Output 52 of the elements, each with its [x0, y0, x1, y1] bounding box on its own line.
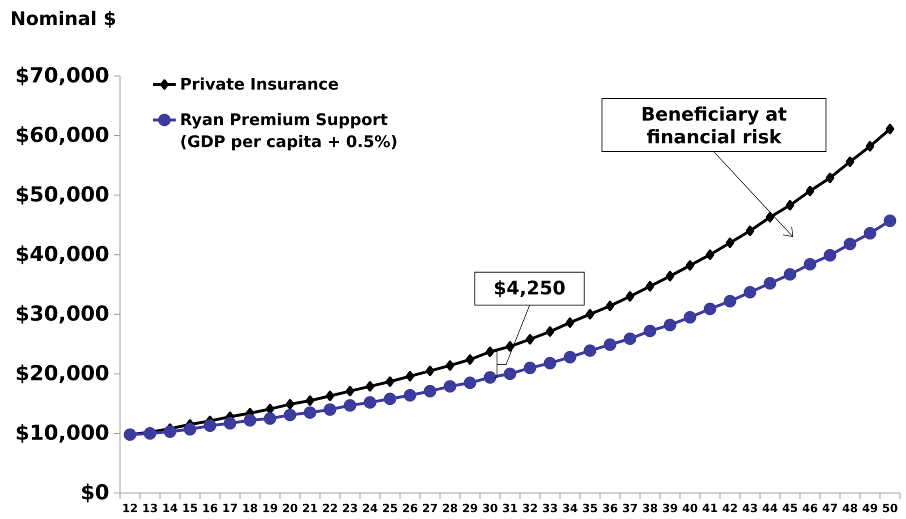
y-tick-label: $10,000: [16, 424, 108, 443]
y-tick-label: $70,000: [16, 66, 108, 86]
legend-label: Ryan Premium Support (GDP per capita + 0.5%): [181, 112, 396, 150]
legend-label: Private Insurance: [181, 77, 338, 90]
x-tick-label: 32: [522, 504, 537, 512]
x-tick-label: 20: [283, 504, 298, 512]
x-tick-label: 14: [163, 504, 178, 512]
x-tick-label: 13: [143, 504, 157, 512]
x-tick-label: 41: [702, 504, 718, 512]
x-tick-label: 12: [123, 504, 137, 512]
x-tick-label: 33: [542, 504, 557, 512]
x-tick-label: 39: [662, 504, 678, 512]
x-tick-label: 42: [722, 504, 737, 512]
x-tick-label: 35: [582, 504, 598, 512]
x-tick-label: 37: [622, 504, 637, 512]
y-axis-title: Nominal $: [12, 10, 116, 28]
x-tick-label: 30: [482, 504, 498, 512]
x-tick-label: 23: [343, 504, 357, 512]
annotation: $4,250: [494, 280, 565, 298]
y-tick-label: $20,000: [16, 364, 108, 384]
x-tick-label: 46: [802, 504, 818, 512]
x-tick-label: 24: [363, 504, 378, 512]
x-tick-label: 50: [883, 504, 898, 512]
y-tick-label: $0: [82, 484, 108, 502]
annotation: Beneficiary at financial risk: [642, 106, 786, 144]
x-tick-label: 38: [642, 504, 658, 512]
x-tick-label: 34: [562, 504, 578, 512]
x-tick-label: 22: [323, 504, 337, 512]
x-tick-label: 48: [842, 504, 858, 512]
x-tick-label: 49: [862, 504, 878, 512]
x-tick-label: 28: [443, 504, 458, 512]
x-tick-label: 44: [762, 504, 778, 512]
x-tick-label: 36: [602, 504, 618, 512]
x-tick-label: 27: [423, 504, 437, 512]
x-tick-label: 26: [403, 504, 418, 512]
x-tick-label: 31: [502, 504, 518, 512]
y-tick-label: $60,000: [16, 126, 108, 145]
y-tick-label: $30,000: [16, 304, 108, 324]
y-tick-label: $50,000: [16, 186, 108, 205]
x-tick-label: 18: [243, 504, 258, 512]
x-tick-label: 29: [463, 504, 478, 512]
x-tick-label: 17: [223, 504, 237, 512]
x-tick-label: 43: [742, 504, 757, 512]
y-tick-label: $40,000: [16, 245, 108, 264]
x-tick-label: 15: [183, 504, 198, 512]
x-tick-label: 45: [782, 504, 798, 512]
x-tick-label: 21: [303, 504, 318, 512]
x-tick-label: 19: [263, 504, 278, 512]
x-tick-label: 40: [682, 504, 698, 512]
x-tick-label: 25: [383, 504, 398, 512]
x-tick-label: 47: [822, 504, 837, 512]
x-tick-label: 16: [203, 504, 218, 512]
